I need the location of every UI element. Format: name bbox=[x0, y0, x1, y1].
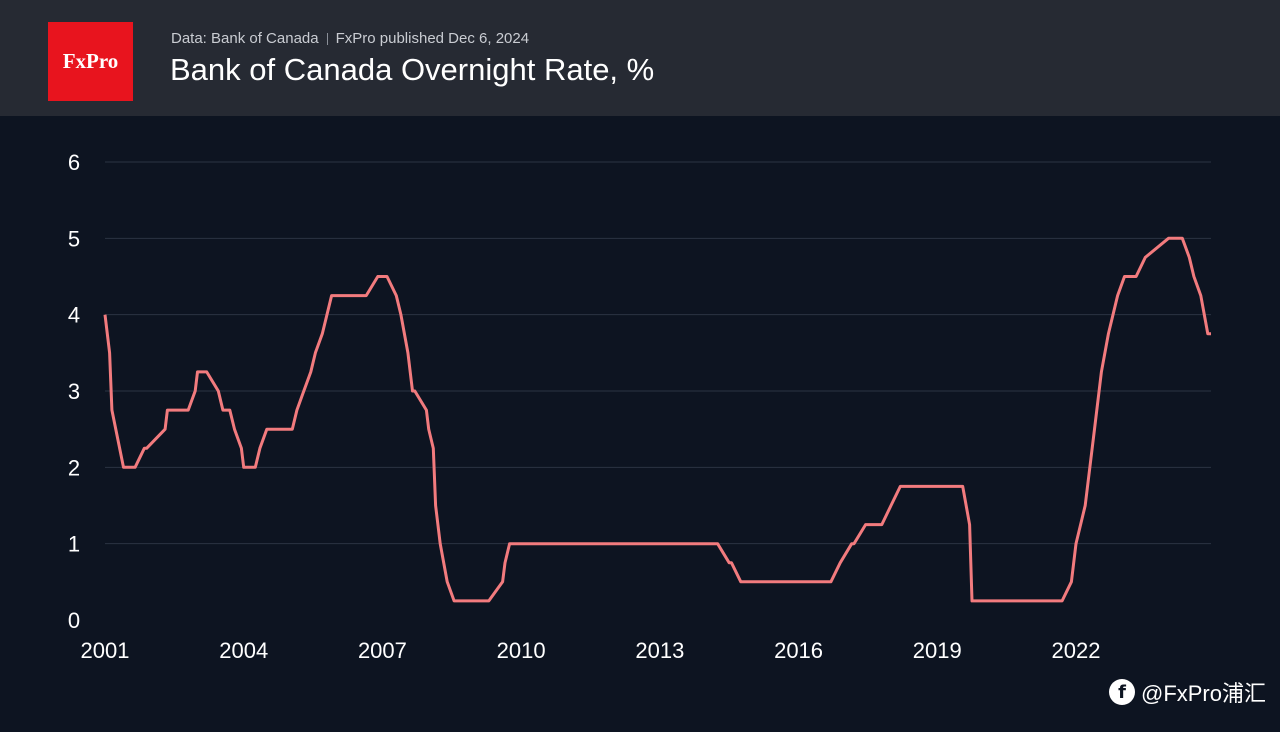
x-tick-label: 2022 bbox=[1052, 638, 1101, 663]
x-tick-label: 2001 bbox=[81, 638, 130, 663]
line-chart: 0 1 2 3 4 5 6 2001 2004 2007 2010 2013 2016 2019 2022 bbox=[68, 150, 1211, 663]
y-tick-label: 4 bbox=[68, 303, 80, 328]
social-logo-icon: f bbox=[1108, 679, 1135, 705]
x-tick-label: 2010 bbox=[497, 638, 546, 663]
y-tick-label: 6 bbox=[68, 150, 80, 175]
overnight-rate-line bbox=[103, 236, 1211, 603]
fxpro-logo: FxPro bbox=[48, 22, 133, 101]
published-date: FxPro published Dec 6, 2024 bbox=[335, 30, 530, 47]
header-bar: FxPro Data: Bank of Canada FxPro publish… bbox=[0, 0, 1280, 116]
x-tick-label: 2019 bbox=[913, 638, 962, 663]
y-axis-ticks: 0 1 2 3 4 5 6 bbox=[68, 150, 80, 633]
x-tick-label: 2013 bbox=[635, 638, 684, 663]
data-source: Data: Bank of Canada bbox=[171, 30, 319, 47]
x-axis-ticks: 2001 2004 2007 2010 2013 2016 2019 2022 bbox=[81, 638, 1101, 663]
y-tick-label: 2 bbox=[68, 455, 80, 480]
x-tick-label: 2016 bbox=[774, 638, 823, 663]
logo-text: FxPro bbox=[62, 49, 119, 73]
meta-separator bbox=[326, 32, 328, 45]
x-tick-label: 2007 bbox=[358, 638, 407, 663]
watermark: f @FxPro浦汇 bbox=[1108, 676, 1266, 708]
chart-title: Bank of Canada Overnight Rate, % bbox=[170, 52, 655, 87]
watermark-text: @FxPro浦汇 bbox=[1140, 681, 1266, 706]
y-tick-label: 0 bbox=[68, 608, 80, 633]
y-tick-label: 3 bbox=[68, 379, 80, 404]
grid-lines bbox=[105, 161, 1211, 545]
chart-meta: Data: Bank of Canada FxPro published Dec… bbox=[171, 30, 529, 47]
y-tick-label: 5 bbox=[68, 226, 80, 251]
x-tick-label: 2004 bbox=[219, 638, 268, 663]
y-tick-label: 1 bbox=[68, 532, 80, 557]
